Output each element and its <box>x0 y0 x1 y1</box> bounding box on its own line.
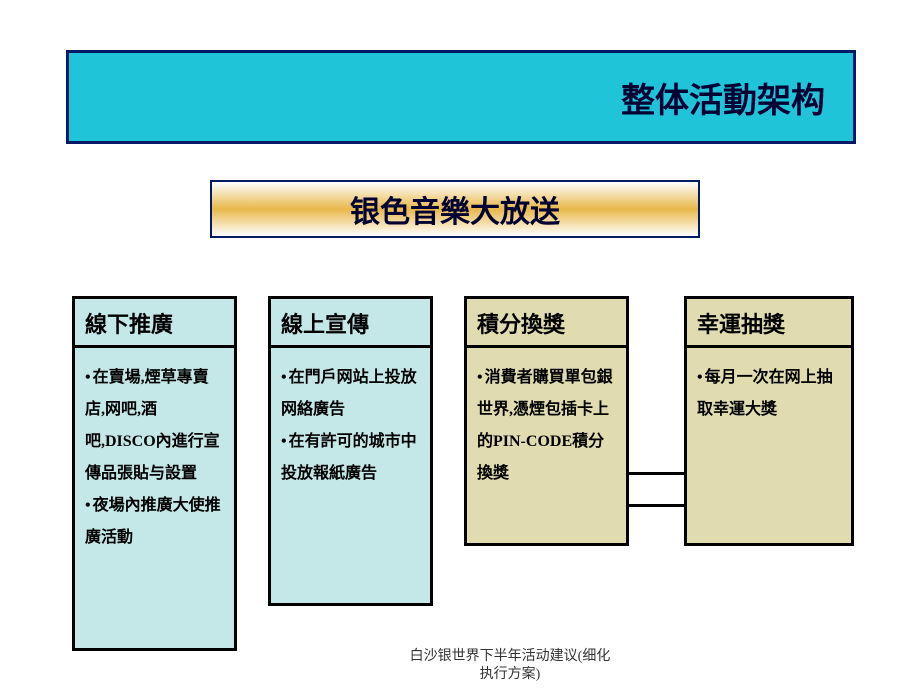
panel-header: 幸運抽獎 <box>687 299 851 348</box>
panel-item: 每月一次在网上抽取幸運大獎 <box>697 362 841 426</box>
panel-item: 在有許可的城市中投放報紙廣告 <box>281 426 420 490</box>
panel-header: 線上宣傳 <box>271 299 430 348</box>
connector-0 <box>629 472 684 475</box>
panel-header: 積分換獎 <box>467 299 626 348</box>
panel-body: 消費者購買單包銀世界,憑煙包插卡上的PIN-CODE積分換獎 <box>467 348 626 500</box>
panel-body: 每月一次在网上抽取幸運大獎 <box>687 348 851 436</box>
footer-caption: 白沙银世界下半年活动建议(细化 执行方案) <box>360 648 660 684</box>
panel-header: 線下推廣 <box>75 299 234 348</box>
footer-line2: 执行方案) <box>480 667 541 682</box>
panel-1: 線上宣傳在門戶网站上投放网絡廣告在有許可的城市中投放報紙廣告 <box>268 296 433 606</box>
panel-item: 在門戶网站上投放网絡廣告 <box>281 362 420 426</box>
footer-line1: 白沙银世界下半年活动建议(细化 <box>410 649 611 664</box>
title-bar: 整体活動架构 <box>66 50 856 144</box>
panel-body: 在賣場,煙草專賣店,网吧,酒吧,DISCO內進行宣傳品張貼与設置夜場內推廣大使推… <box>75 348 234 564</box>
panel-3: 幸運抽獎每月一次在网上抽取幸運大獎 <box>684 296 854 546</box>
title-text: 整体活動架构 <box>621 73 825 122</box>
panel-2: 積分換獎消費者購買單包銀世界,憑煙包插卡上的PIN-CODE積分換獎 <box>464 296 629 546</box>
panel-body: 在門戶网站上投放网絡廣告在有許可的城市中投放報紙廣告 <box>271 348 430 500</box>
panel-0: 線下推廣在賣場,煙草專賣店,网吧,酒吧,DISCO內進行宣傳品張貼与設置夜場內推… <box>72 296 237 651</box>
connector-1 <box>629 504 684 507</box>
subtitle-bar: 银色音樂大放送 <box>210 180 700 238</box>
subtitle-text: 银色音樂大放送 <box>350 187 560 231</box>
panel-item: 夜場內推廣大使推廣活動 <box>85 490 224 554</box>
panel-item: 在賣場,煙草專賣店,网吧,酒吧,DISCO內進行宣傳品張貼与設置 <box>85 362 224 490</box>
panel-item: 消費者購買單包銀世界,憑煙包插卡上的PIN-CODE積分換獎 <box>477 362 616 490</box>
